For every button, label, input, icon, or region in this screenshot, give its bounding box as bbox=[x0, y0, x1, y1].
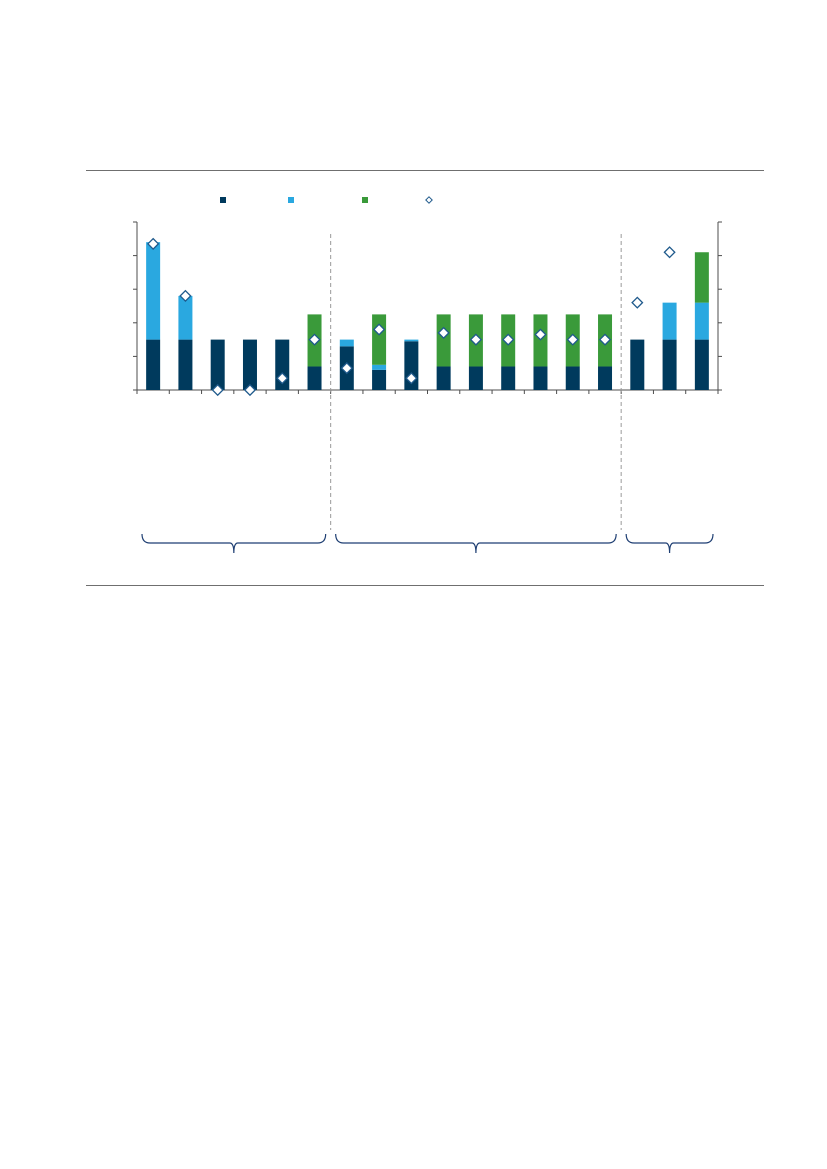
bar-segment bbox=[339, 339, 354, 347]
bar-segment bbox=[178, 295, 193, 340]
bar-segment bbox=[372, 314, 387, 365]
bar-segment bbox=[146, 339, 161, 390]
bar-segment bbox=[533, 366, 548, 390]
bottom-rule bbox=[86, 585, 764, 586]
bar-segment bbox=[468, 366, 483, 390]
diamond-marker bbox=[243, 383, 257, 397]
chart-bars bbox=[146, 242, 709, 390]
bar-segment bbox=[242, 339, 257, 390]
diamond-marker bbox=[308, 333, 321, 346]
legend-swatch bbox=[288, 197, 294, 203]
bar-segment bbox=[694, 339, 709, 390]
diamond-marker bbox=[437, 326, 450, 339]
group-brace bbox=[335, 533, 617, 554]
diamond-marker bbox=[534, 328, 547, 341]
bar-segment bbox=[501, 366, 516, 390]
bar-segment bbox=[694, 302, 709, 340]
bar-segment bbox=[146, 242, 161, 340]
diamond-marker bbox=[566, 333, 579, 346]
bar-segment bbox=[630, 339, 645, 390]
category-groups bbox=[141, 234, 714, 554]
group-brace bbox=[141, 533, 327, 554]
diamond-marker bbox=[276, 372, 289, 385]
diamond-marker bbox=[179, 289, 192, 303]
bar-segment bbox=[598, 366, 613, 390]
chart-markers bbox=[147, 237, 676, 397]
bar-segment bbox=[694, 252, 709, 303]
diamond-marker bbox=[502, 333, 515, 346]
diamond-marker bbox=[405, 372, 418, 385]
bar-segment bbox=[307, 366, 322, 390]
diamond-marker bbox=[372, 323, 386, 336]
diamond-marker bbox=[469, 333, 483, 346]
diamond-marker bbox=[211, 383, 224, 397]
top-rule bbox=[86, 170, 764, 171]
legend-swatch bbox=[362, 197, 368, 203]
diamond-marker bbox=[598, 333, 612, 346]
bar-segment bbox=[436, 314, 451, 367]
bar-segment bbox=[565, 366, 580, 390]
bar-segment bbox=[372, 364, 387, 370]
bar-segment bbox=[210, 339, 225, 390]
legend-swatch bbox=[220, 197, 226, 203]
diamond-marker bbox=[631, 296, 644, 309]
chart-legend bbox=[220, 196, 433, 204]
diamond-marker bbox=[147, 237, 160, 250]
bar-segment bbox=[662, 302, 677, 340]
diamond-marker bbox=[340, 362, 353, 375]
bar-segment bbox=[662, 339, 677, 390]
bar-segment bbox=[404, 339, 419, 342]
bar-segment bbox=[178, 339, 193, 390]
bar-segment bbox=[372, 369, 387, 390]
diamond-marker bbox=[663, 246, 676, 259]
legend-diamond-marker bbox=[425, 196, 433, 204]
bar-segment bbox=[436, 366, 451, 390]
group-brace bbox=[625, 533, 714, 554]
